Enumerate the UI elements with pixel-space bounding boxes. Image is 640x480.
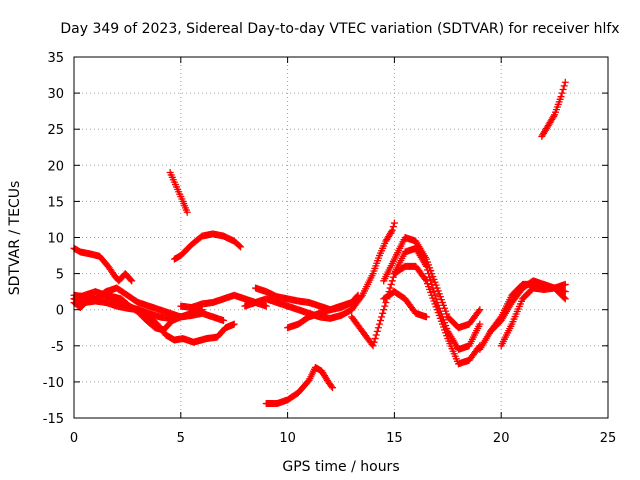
y-tick-label: -15	[43, 412, 64, 427]
axis-layer: 0 5 10 15 20 25 -15 -10 -5 0 5 10 15 20 25 30 35	[43, 51, 617, 446]
data-point	[559, 85, 567, 93]
data-point	[550, 112, 558, 120]
y-tick-label: 35	[47, 51, 64, 66]
data-point	[561, 280, 569, 288]
data-point	[388, 277, 396, 285]
x-tick-label: 20	[493, 431, 510, 446]
series-arc-16	[390, 262, 484, 368]
data-point	[357, 293, 365, 301]
y-tick-label: 25	[47, 123, 64, 138]
data-point	[557, 93, 565, 101]
data-point	[387, 228, 395, 236]
data-point	[380, 306, 388, 314]
series-arc-17	[380, 288, 430, 321]
data-point	[262, 302, 270, 310]
series-arc-21	[538, 78, 569, 140]
series-arc-6	[166, 169, 191, 216]
series-arc-13	[348, 219, 398, 314]
x-tick-label: 15	[386, 431, 403, 446]
series-arc-12	[284, 291, 362, 332]
y-tick-label: 15	[47, 195, 64, 210]
data-point	[561, 78, 569, 86]
data-point	[386, 284, 394, 292]
data-point	[476, 320, 484, 328]
data-point	[372, 331, 380, 339]
data-point	[230, 320, 238, 328]
data-point	[237, 243, 245, 251]
y-tick-label: 20	[47, 159, 64, 174]
series-arc-20	[497, 284, 569, 350]
data-point	[379, 309, 387, 317]
data-point	[378, 313, 386, 321]
y-tick-label: 10	[47, 232, 64, 247]
data-point	[373, 327, 381, 335]
data-point	[390, 219, 398, 227]
data-point	[220, 317, 228, 325]
data-layer	[70, 78, 569, 408]
data-point	[389, 223, 397, 231]
data-point	[388, 226, 396, 234]
data-point	[475, 307, 483, 315]
series-arc-19	[487, 277, 569, 335]
data-point	[426, 273, 434, 281]
data-point	[371, 335, 379, 343]
data-point	[422, 313, 430, 321]
data-point	[387, 280, 395, 288]
data-point	[560, 294, 568, 302]
chart-title: Day 349 of 2023, Sidereal Day-to-day VTE…	[60, 21, 619, 37]
x-tick-label: 10	[279, 431, 296, 446]
y-tick-label: 0	[56, 304, 64, 319]
data-point	[328, 384, 336, 392]
data-point	[236, 242, 244, 250]
data-point	[127, 276, 135, 284]
series-arc-10	[262, 363, 336, 408]
data-point	[421, 275, 429, 283]
series-arc-4	[70, 284, 228, 325]
data-point	[476, 306, 484, 314]
data-point	[560, 82, 568, 90]
data-point	[370, 338, 378, 346]
series-arc-1	[70, 244, 136, 285]
data-point	[374, 324, 382, 332]
x-tick-label: 0	[70, 431, 78, 446]
series-arc-14	[348, 244, 484, 353]
x-tick-label: 5	[177, 431, 185, 446]
data-point	[377, 317, 385, 325]
y-axis-title: SDTVAR / TECUs	[7, 181, 23, 296]
y-tick-label: 5	[56, 268, 64, 283]
data-point	[369, 342, 377, 350]
data-point	[375, 320, 383, 328]
series-arc-7	[170, 230, 245, 263]
series-arc-8	[177, 291, 270, 312]
data-point	[381, 302, 389, 310]
x-tick-label: 25	[600, 431, 617, 446]
data-point	[128, 277, 136, 285]
y-tick-label: -10	[43, 376, 64, 391]
series-arc-5	[70, 295, 206, 322]
y-tick-label: 30	[47, 87, 64, 102]
x-axis-title: GPS time / hours	[282, 459, 399, 475]
data-point	[561, 295, 569, 303]
data-point	[430, 288, 438, 296]
data-point	[183, 208, 191, 216]
data-point	[389, 273, 397, 281]
y-tick-label: -5	[51, 340, 64, 355]
series-arc-15	[380, 234, 484, 332]
data-point	[327, 382, 335, 390]
data-point	[558, 89, 566, 97]
grid-layer	[74, 57, 608, 418]
data-point	[561, 288, 569, 296]
